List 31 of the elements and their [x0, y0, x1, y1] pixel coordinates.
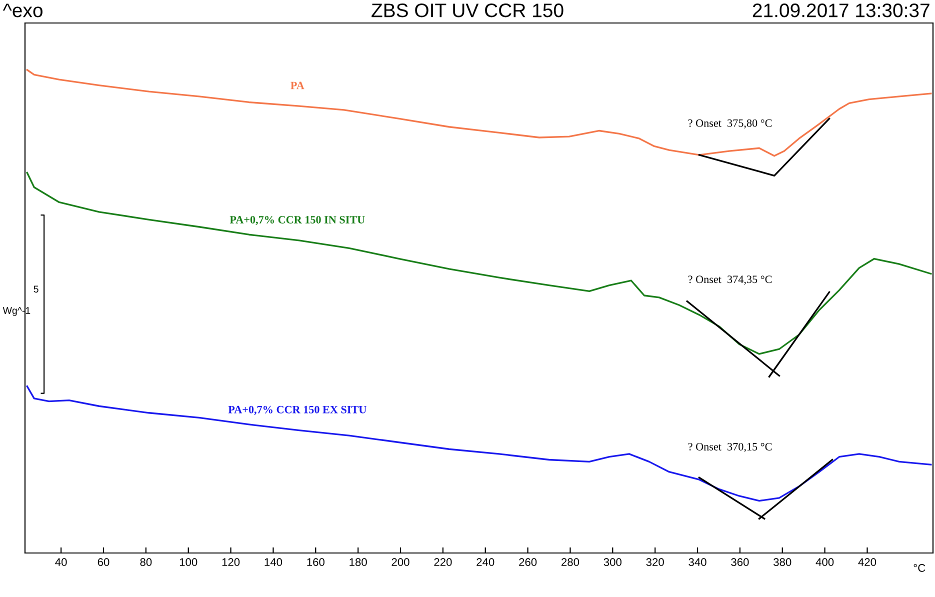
x-tick-label: 80	[140, 558, 152, 566]
x-tick-label: 180	[350, 558, 367, 566]
x-tick-label: 380	[774, 558, 792, 566]
x-tick-label: 100	[180, 558, 198, 566]
x-tick-label: 280	[562, 558, 580, 566]
annotation: ? Onset 375,80 °C	[688, 119, 772, 128]
x-tick-label: 340	[688, 558, 706, 566]
x-tick-label: 140	[264, 558, 282, 566]
annotation: ? Onset 374,35 °C	[688, 276, 772, 285]
x-axis-title: °C	[914, 564, 926, 572]
x-tick-label: 240	[476, 558, 494, 566]
x-tick-label: 360	[731, 558, 749, 566]
text: ^exo	[2, 4, 42, 18]
series-label: PA+0,7% CCR 150 IN SITU	[230, 216, 365, 226]
x-tick-label: 400	[816, 558, 834, 566]
series-label: PA	[290, 82, 304, 90]
x-tick-label: 160	[307, 558, 324, 566]
x-tick-label: 300	[604, 558, 622, 566]
x-tick-label: 200	[392, 558, 410, 566]
series-label: PA+0,7% CCR 150 EX SITU	[228, 406, 366, 415]
chart-title: ZBS OIT UV CCR 150	[372, 4, 564, 18]
x-tick-label: 320	[646, 558, 664, 566]
x-tick-label: 40	[55, 558, 67, 566]
x-tick-label: 120	[222, 558, 240, 566]
annotation: 5	[34, 286, 38, 293]
x-tick-label: 60	[98, 558, 110, 566]
chart-subtitle: 21.09.2017 13:30:37	[752, 4, 930, 18]
x-tick-label: 420	[858, 558, 876, 566]
x-tick-label: 260	[519, 558, 537, 566]
x-tick-label: 220	[434, 558, 452, 566]
annotation: ? Onset 370,15 °C	[688, 442, 772, 452]
